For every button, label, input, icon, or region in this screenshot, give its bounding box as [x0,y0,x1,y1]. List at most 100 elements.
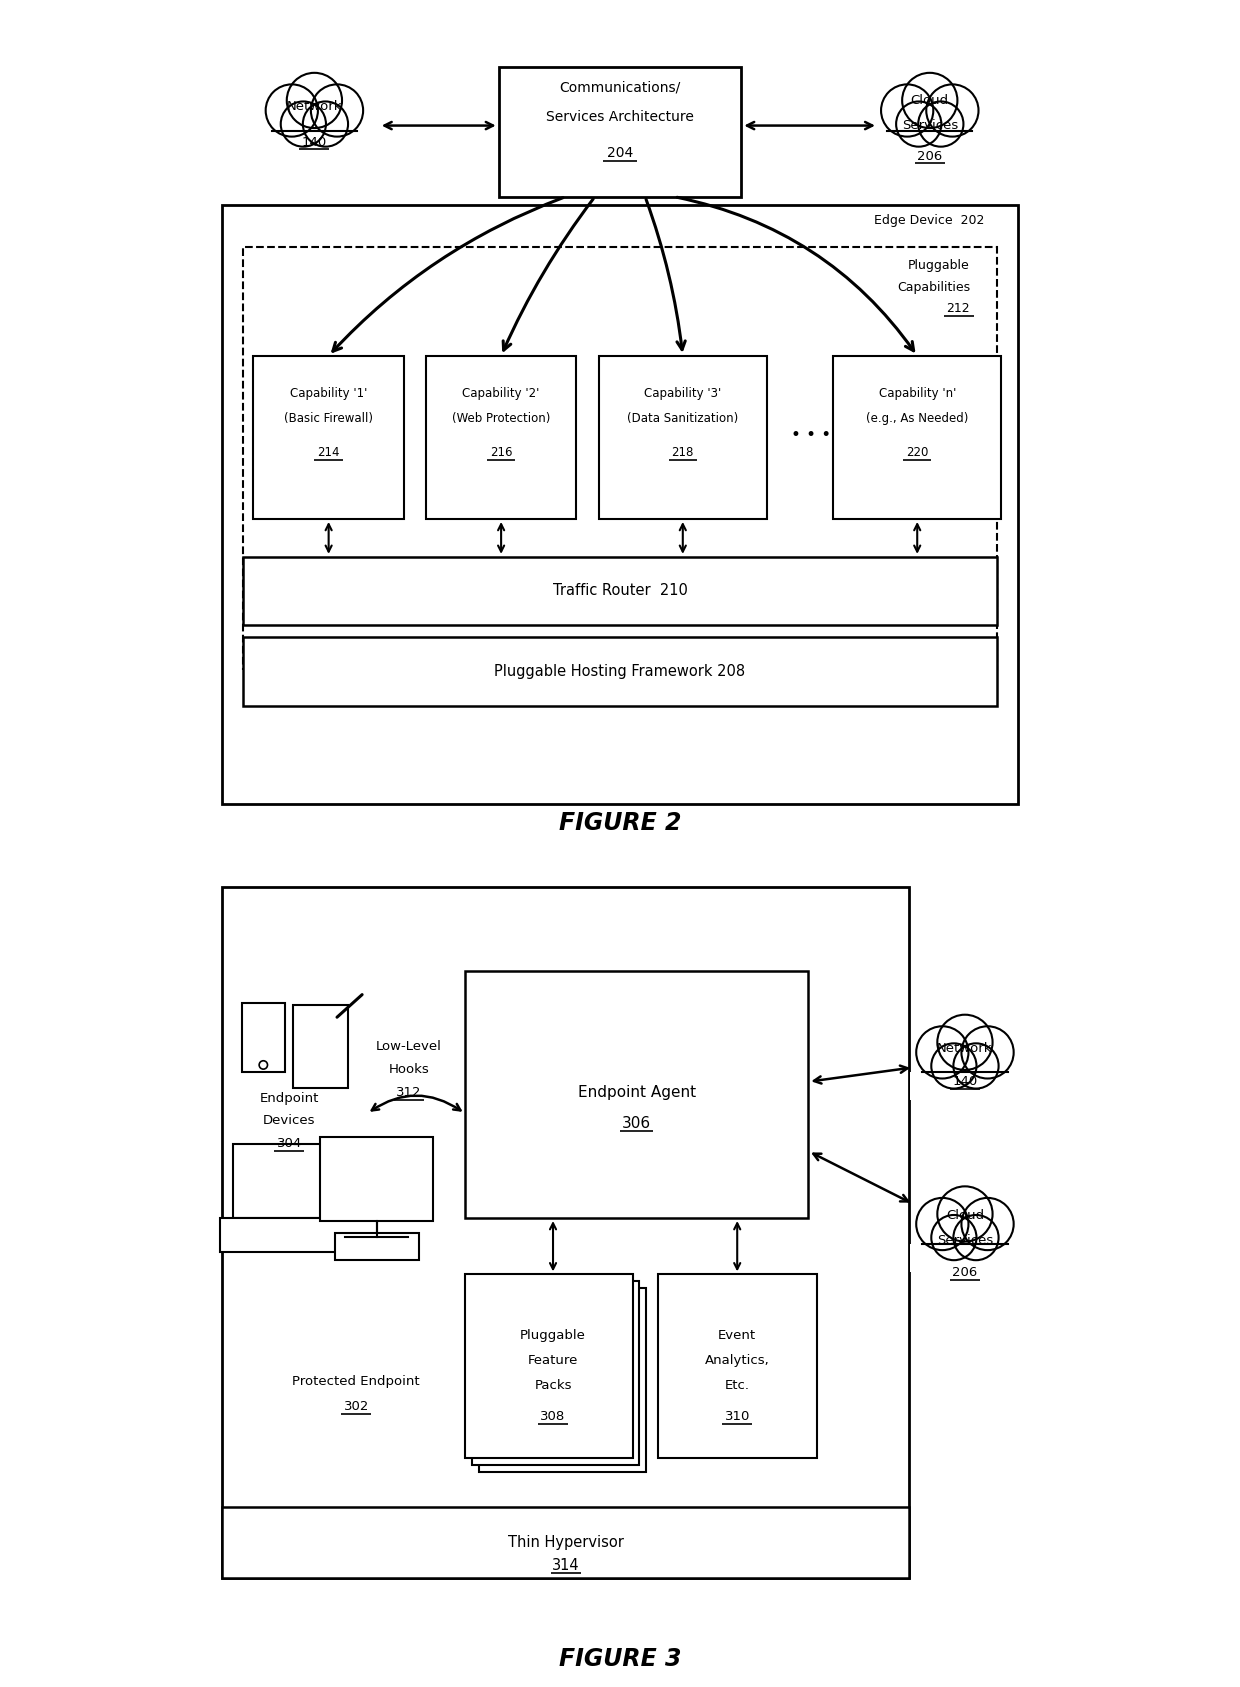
Bar [222,887,909,1577]
Circle shape [882,84,934,137]
Text: Pluggable: Pluggable [908,258,970,272]
Text: Thin Hypervisor: Thin Hypervisor [507,1535,624,1550]
Bar [657,1274,817,1459]
Text: Endpoint: Endpoint [259,1091,319,1105]
Bar [471,1280,640,1464]
Text: 312: 312 [397,1086,422,1098]
Circle shape [311,84,363,137]
Text: Capability '3': Capability '3' [644,386,722,400]
Bar [242,1004,285,1071]
Bar [910,1243,1021,1272]
Text: 204: 204 [606,147,634,160]
Text: Endpoint Agent: Endpoint Agent [578,1085,696,1100]
Text: Pluggable Hosting Framework 208: Pluggable Hosting Framework 208 [495,665,745,678]
Circle shape [916,1198,968,1250]
Text: Analytics,: Analytics, [704,1355,770,1366]
Circle shape [303,101,348,147]
Text: 140: 140 [301,137,327,148]
Circle shape [931,1043,977,1088]
Circle shape [961,1026,1013,1078]
Circle shape [919,101,963,147]
Text: 218: 218 [672,445,694,459]
Bar [219,1218,377,1252]
Text: Capability '1': Capability '1' [290,386,367,400]
Text: 306: 306 [622,1117,651,1130]
Bar [833,356,1001,520]
Circle shape [954,1043,998,1088]
Circle shape [903,73,957,128]
Bar [910,1073,1021,1100]
Text: Capability '2': Capability '2' [463,386,539,400]
Circle shape [926,84,978,137]
Text: Packs: Packs [534,1378,572,1392]
Text: Low-Level: Low-Level [376,1039,441,1053]
Text: Network: Network [286,100,342,113]
Text: Feature: Feature [528,1355,578,1366]
Text: (Web Protection): (Web Protection) [451,412,551,425]
Bar [465,972,808,1218]
Text: Communications/: Communications/ [559,81,681,94]
Bar [222,206,1018,803]
Text: 140: 140 [952,1075,977,1088]
Circle shape [916,1026,968,1078]
Text: Event: Event [718,1329,756,1341]
Bar [243,246,997,670]
Text: Services: Services [937,1235,993,1247]
Bar [233,1144,363,1218]
Text: Edge Device  202: Edge Device 202 [874,214,985,226]
Bar [479,1287,646,1471]
Text: 220: 220 [906,445,929,459]
Text: Pluggable: Pluggable [520,1329,587,1341]
Bar [259,130,370,159]
Text: FIGURE 3: FIGURE 3 [559,1648,681,1672]
Bar [425,356,577,520]
Text: 206: 206 [952,1265,977,1279]
Text: (Data Sanitization): (Data Sanitization) [627,412,738,425]
Bar [465,1274,632,1459]
Text: (Basic Firewall): (Basic Firewall) [284,412,373,425]
Text: 206: 206 [918,150,942,164]
Text: 304: 304 [277,1137,301,1151]
Text: Protected Endpoint: Protected Endpoint [293,1375,420,1388]
Circle shape [961,1198,1013,1250]
Bar [498,67,742,197]
Bar [253,356,404,520]
Bar [294,1005,348,1088]
Text: Services Architecture: Services Architecture [546,110,694,125]
Text: Capability 'n': Capability 'n' [878,386,956,400]
Bar [243,557,997,626]
Circle shape [954,1215,998,1260]
Text: 314: 314 [552,1559,579,1572]
Text: Hooks: Hooks [388,1063,429,1076]
Text: Capabilities: Capabilities [897,280,970,294]
Text: Traffic Router  210: Traffic Router 210 [553,582,687,597]
Circle shape [931,1215,977,1260]
Circle shape [897,101,941,147]
Text: 216: 216 [490,445,512,459]
Text: (e.g., As Needed): (e.g., As Needed) [866,412,968,425]
Text: 308: 308 [541,1410,565,1424]
Bar [335,1233,419,1260]
Bar [599,356,766,520]
Text: 214: 214 [317,445,340,459]
Text: • • •: • • • [791,427,831,444]
Circle shape [280,101,326,147]
Text: Cloud: Cloud [946,1210,985,1221]
Circle shape [286,73,342,128]
Circle shape [937,1186,992,1242]
Circle shape [937,1014,992,1070]
Text: 310: 310 [724,1410,750,1424]
Text: Network: Network [937,1041,993,1054]
Bar [243,638,997,705]
Bar [222,1506,909,1577]
Bar [874,130,985,159]
Text: Cloud: Cloud [910,94,949,106]
Text: Etc.: Etc. [724,1378,750,1392]
Text: 212: 212 [946,302,970,315]
Circle shape [265,84,317,137]
Text: 302: 302 [343,1400,370,1414]
Text: FIGURE 2: FIGURE 2 [559,811,681,835]
Text: Services: Services [901,120,959,132]
Bar [320,1137,433,1221]
Text: Devices: Devices [263,1113,315,1127]
